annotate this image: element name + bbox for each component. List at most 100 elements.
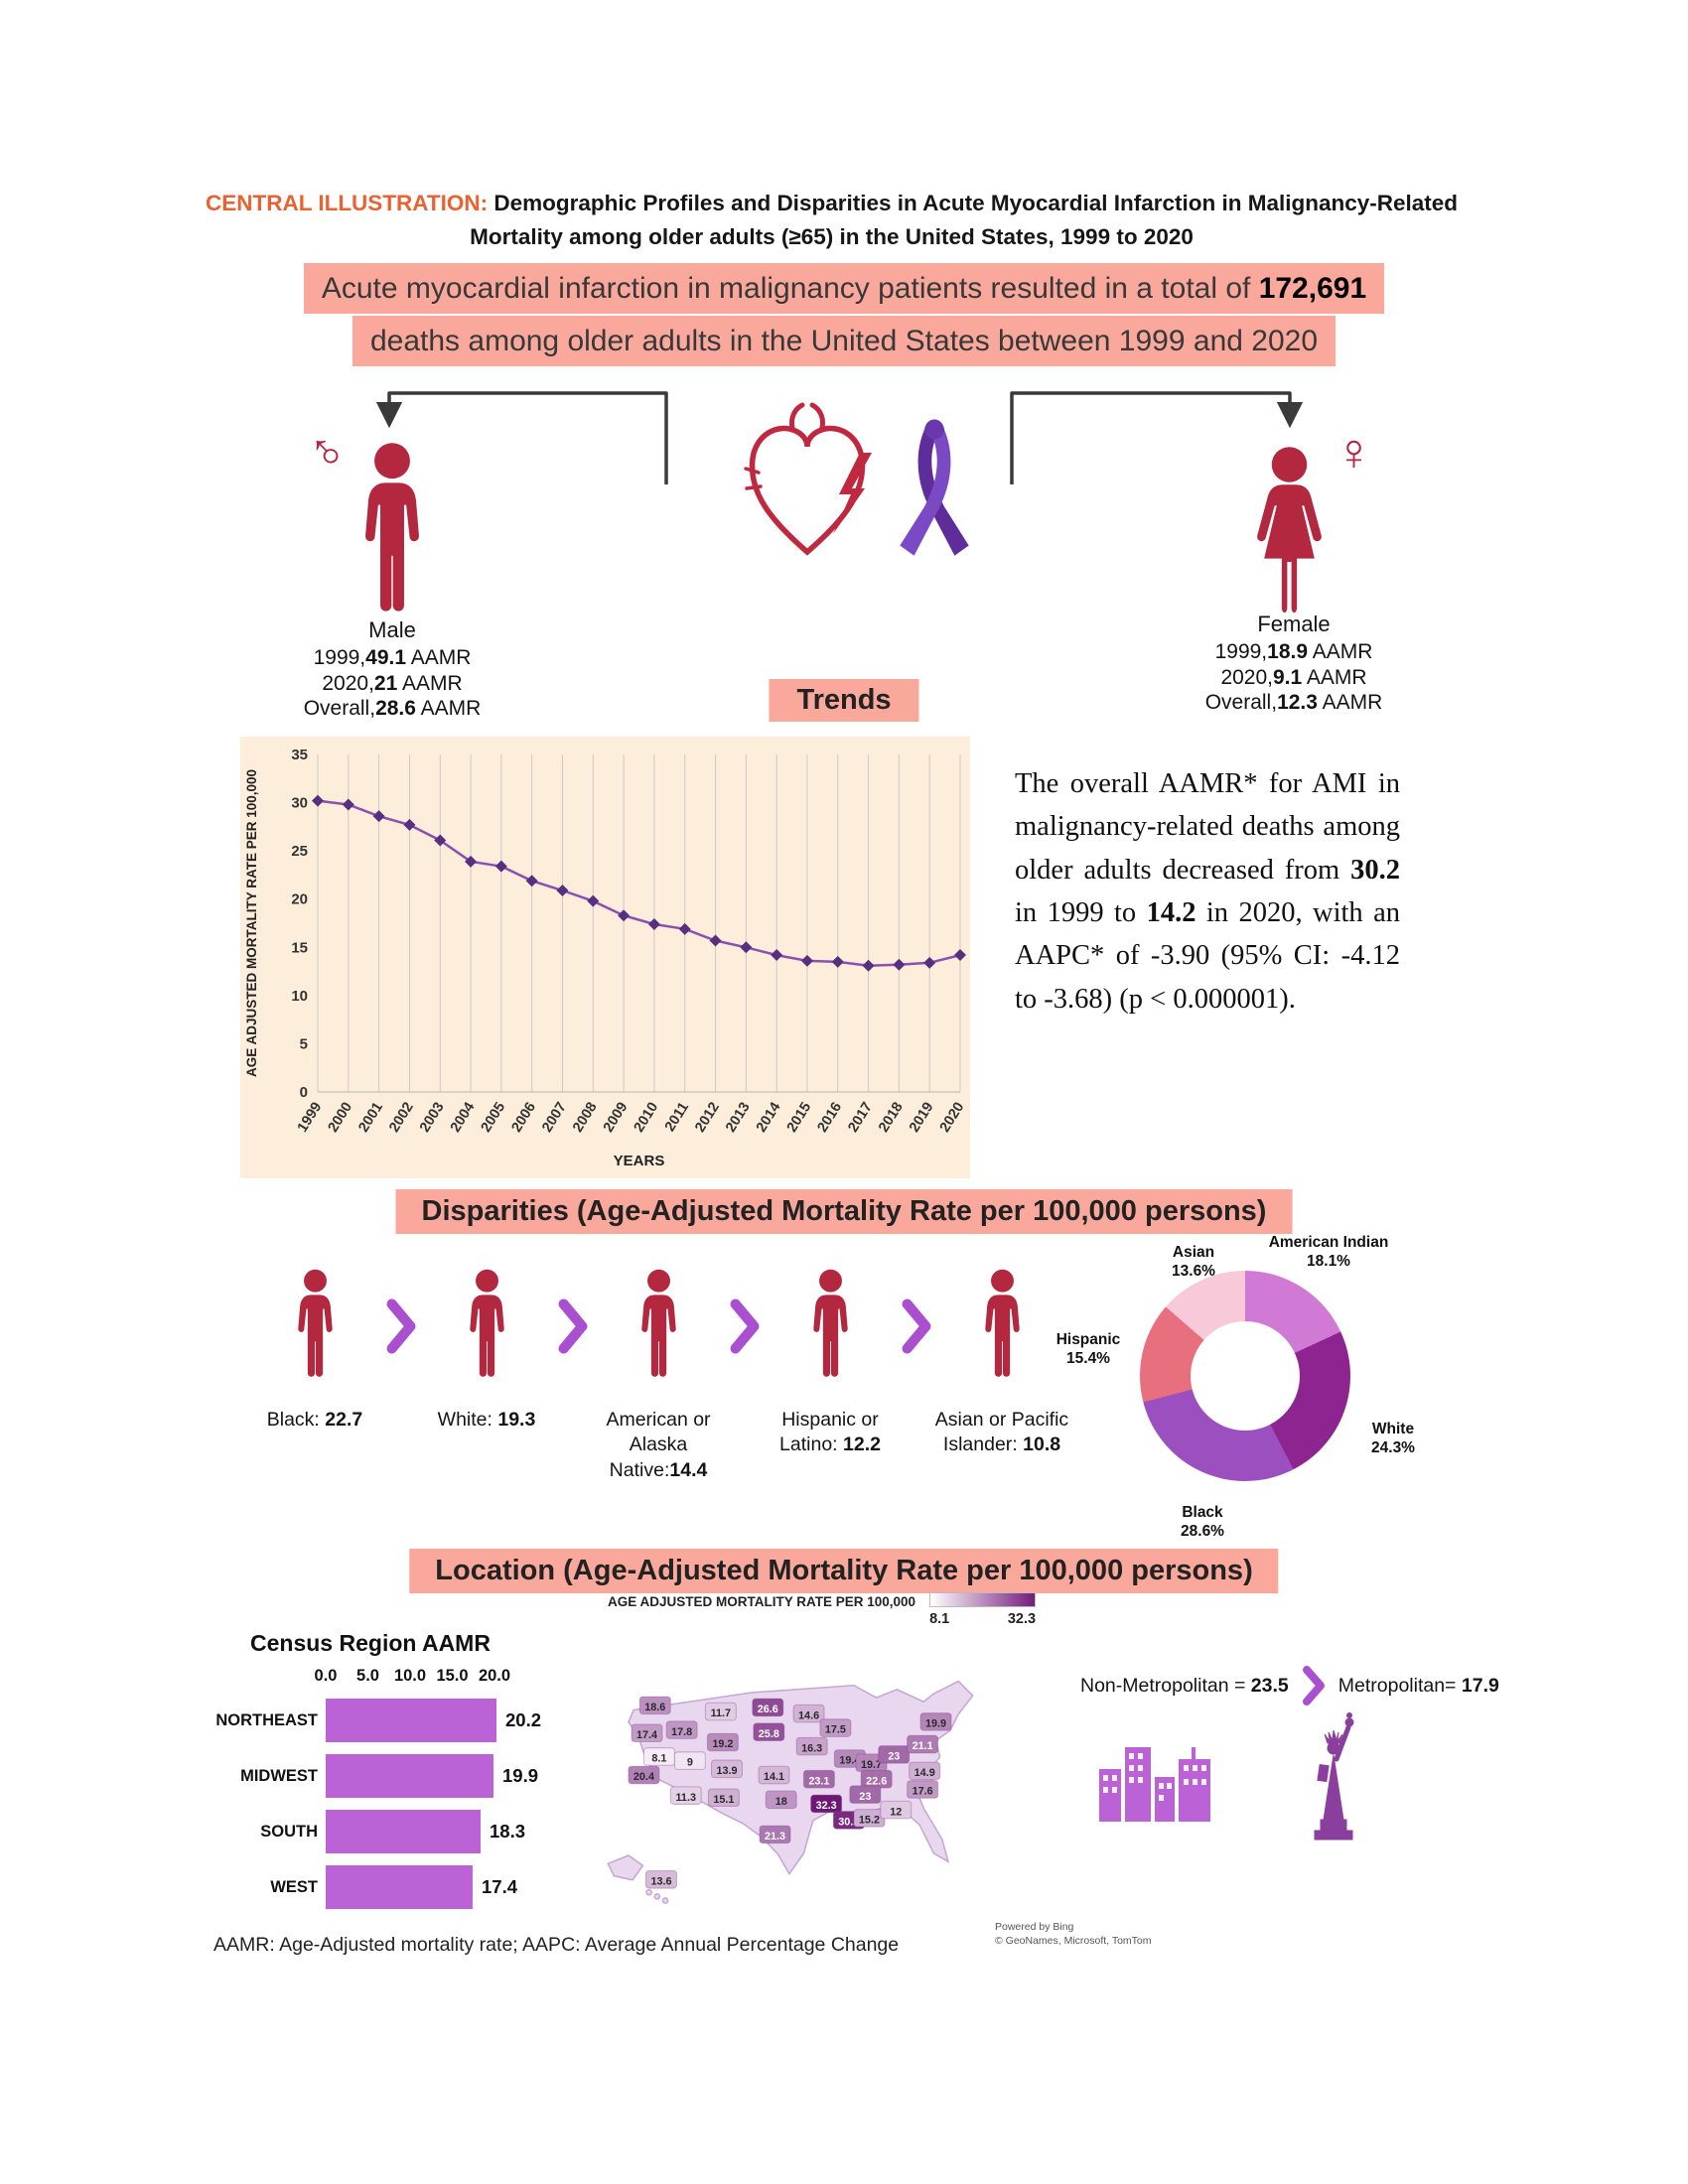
- state-ID: [665, 1720, 698, 1739]
- census-region-bar-chart: Census Region AAMR 0.0 5.0 10.0 15.0 20.0 NO…: [207, 1630, 624, 1915]
- state-CA: [628, 1765, 660, 1785]
- map-legend: AGE ADJUSTED MORTALITY RATE PER 100,000 …: [608, 1592, 1037, 1627]
- state-OK: [765, 1790, 797, 1810]
- state-WA: [638, 1696, 671, 1715]
- svg-text:2013: 2013: [723, 1100, 754, 1136]
- donut-label-hispanic: Hispanic 15.4%: [1055, 1331, 1121, 1368]
- person-icon: [632, 1267, 686, 1386]
- state-GA: [880, 1800, 913, 1820]
- map-legend-max: 32.3: [1007, 1611, 1037, 1627]
- disparities-row: Black: 22.7 White: 19.3 American or Alaska…: [244, 1267, 1072, 1483]
- chevron-right-icon: [902, 1298, 931, 1359]
- state-CO: [711, 1759, 744, 1779]
- census-region-bar: [326, 1865, 473, 1909]
- female-stats-title: Female: [1257, 612, 1331, 636]
- aamr-stat-row: 1999,18.9 AAMR: [1214, 640, 1373, 664]
- chevron-right-icon: [730, 1298, 760, 1359]
- census-tick: 20.0: [478, 1667, 511, 1685]
- svg-text:2008: 2008: [570, 1100, 601, 1136]
- metro-comparison: Non-Metropolitan = 23.5 Metropolitan= 17…: [1080, 1666, 1499, 1706]
- chevron-right-icon: [1302, 1666, 1325, 1706]
- census-region-label: SOUTH: [260, 1822, 318, 1841]
- map-legend-title: AGE ADJUSTED MORTALITY RATE PER 100,000: [608, 1594, 916, 1609]
- state-PA: [907, 1734, 939, 1754]
- person-icon: [803, 1267, 858, 1386]
- disparity-group-label: White: 19.3: [437, 1409, 536, 1431]
- census-tick: 5.0: [356, 1667, 379, 1685]
- state-value-CO: 13.9: [716, 1765, 737, 1777]
- census-row-midwest: MIDWEST 19.9: [207, 1748, 624, 1804]
- state-value-AR: 32.3: [816, 1800, 837, 1812]
- state-value-ND: 26.6: [758, 1704, 778, 1715]
- donut-label-white: White 24.3%: [1371, 1421, 1415, 1457]
- svg-text:2006: 2006: [508, 1100, 539, 1136]
- svg-text:2018: 2018: [876, 1100, 907, 1136]
- state-value-TN: 23: [859, 1791, 871, 1803]
- metro-stat: Metropolitan= 17.9: [1337, 1674, 1499, 1697]
- person-icon: [460, 1267, 514, 1386]
- lightning-bolt-icon: [833, 453, 872, 534]
- total-deaths-value: 172,691: [1258, 272, 1367, 305]
- svg-text:20: 20: [291, 891, 308, 908]
- trend-chart-panel: 0 5 10 15 20 25 30 35 1999 2000 2001 2002 2003 2004 20…: [240, 737, 970, 1178]
- location-header: Location (Age-Adjusted Mortality Rate pe…: [409, 1549, 1279, 1593]
- svg-text:0: 0: [300, 1084, 308, 1101]
- state-value-IN: 19.7: [861, 1759, 882, 1771]
- disparity-group: Hispanic or Latino: 12.2: [760, 1267, 901, 1458]
- svg-text:2001: 2001: [355, 1100, 386, 1136]
- svg-text:1999: 1999: [295, 1100, 326, 1136]
- svg-text:2003: 2003: [417, 1100, 448, 1136]
- map-credit: Powered by Bing © GeoNames, Microsoft, T…: [995, 1921, 1152, 1948]
- state-AZ: [669, 1786, 702, 1805]
- state-value-UT: 9: [687, 1757, 693, 1769]
- state-HI: [644, 1870, 677, 1889]
- state-WY: [706, 1732, 739, 1752]
- non-metro-value: 23.5: [1250, 1674, 1289, 1697]
- census-row-south: SOUTH 18.3: [207, 1804, 624, 1859]
- census-region-value: 19.9: [502, 1765, 539, 1786]
- svg-text:2004: 2004: [448, 1100, 479, 1136]
- figure-title-prefix: CENTRAL ILLUSTRATION:: [205, 191, 489, 215]
- banner-line-1: Acute myocardial infarction in malignanc…: [303, 263, 1385, 314]
- state-value-HI: 13.6: [650, 1875, 671, 1887]
- disparity-group: American or Alaska Native:14.4: [588, 1267, 729, 1483]
- female-person-icon: [1243, 443, 1336, 627]
- state-value-GA: 12: [890, 1806, 902, 1818]
- state-ND: [752, 1698, 784, 1717]
- census-row-west: WEST 17.4: [207, 1859, 624, 1915]
- disparity-group-label: American or Alaska Native:14.4: [606, 1409, 711, 1481]
- male-symbol-icon: ♂: [308, 422, 347, 479]
- male-stats-title: Male: [368, 617, 416, 642]
- banner-line-2: deaths among older adults in the United …: [352, 316, 1336, 366]
- metro-value: 17.9: [1461, 1674, 1499, 1697]
- state-TN: [849, 1785, 882, 1804]
- census-region-value: 17.4: [482, 1876, 518, 1897]
- map-legend-min: 8.1: [929, 1611, 950, 1627]
- svg-text:2020: 2020: [937, 1100, 968, 1136]
- person-icon: [975, 1267, 1030, 1386]
- female-symbol-icon: ♀: [1335, 424, 1373, 481]
- disparity-group-label: Hispanic or Latino: 12.2: [779, 1409, 881, 1456]
- state-value-NV: 8.1: [651, 1753, 666, 1765]
- svg-text:2011: 2011: [662, 1100, 692, 1135]
- figure-title-text: Demographic Profiles and Disparities in …: [470, 191, 1459, 249]
- svg-text:5: 5: [300, 1035, 308, 1052]
- disparity-group: White: 19.3: [416, 1267, 557, 1433]
- svg-text:2010: 2010: [632, 1100, 662, 1136]
- census-region-bar: [326, 1754, 493, 1798]
- race-donut-chart: American Indian 18.1% White 24.3% Black 28.6%…: [1023, 1223, 1479, 1566]
- svg-text:35: 35: [291, 747, 308, 763]
- svg-text:YEARS: YEARS: [614, 1153, 665, 1169]
- chevron-right-icon: [386, 1298, 416, 1359]
- state-OR: [631, 1723, 663, 1743]
- svg-text:2014: 2014: [754, 1100, 784, 1136]
- donut-label-american-indian: American Indian 18.1%: [1268, 1234, 1389, 1271]
- state-value-MT: 11.7: [711, 1707, 731, 1719]
- svg-text:AGE ADJUSTED MORTALITY RATE PE: AGE ADJUSTED MORTALITY RATE PER 100,000: [244, 769, 259, 1077]
- disparity-group-label: Black: 22.7: [266, 1409, 363, 1431]
- aamr-stat-row: 2020,9.1 AAMR: [1220, 665, 1367, 689]
- state-value-ID: 17.8: [671, 1726, 692, 1738]
- city-buildings-icon: [1099, 1747, 1210, 1822]
- census-region-value: 18.3: [490, 1821, 526, 1842]
- disparity-group: Asian or Pacific Islander: 10.8: [931, 1267, 1072, 1458]
